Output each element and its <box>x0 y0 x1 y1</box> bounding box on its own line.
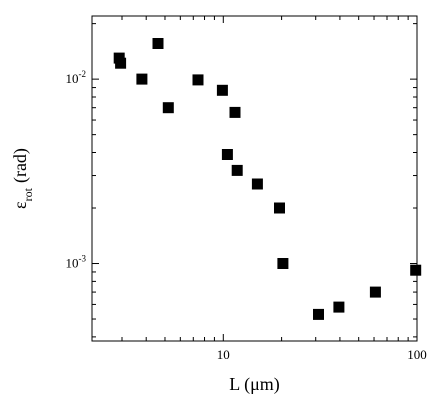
data-point <box>115 57 127 69</box>
data-point <box>369 286 381 298</box>
data-point <box>192 74 204 86</box>
data-point <box>277 258 289 269</box>
data-point <box>333 301 345 313</box>
x-tick-label: 100 <box>407 347 427 362</box>
data-point <box>251 178 263 190</box>
y-axis-title: εrot (rad) <box>10 148 35 209</box>
data-point <box>216 84 228 96</box>
plot-frame <box>91 15 418 342</box>
data-point <box>152 38 164 49</box>
data-point <box>231 164 243 176</box>
data-point <box>162 102 174 114</box>
data-point <box>229 106 241 118</box>
data-points <box>113 38 422 320</box>
data-point <box>274 202 285 214</box>
y-tick-label: 10-3 <box>66 254 87 271</box>
data-point <box>136 73 148 85</box>
x-axis-title: L (μm) <box>229 374 279 395</box>
data-point <box>313 308 324 320</box>
y-axis-ticks: 10-2 10-3 <box>66 23 417 338</box>
x-tick-label: 10 <box>217 347 230 362</box>
data-point <box>221 149 233 160</box>
y-axis-title-symbol: ε <box>10 201 30 209</box>
y-axis-title-subscript: rot <box>21 187 35 201</box>
data-point <box>410 264 422 276</box>
x-axis-ticks: 10 100 <box>121 16 427 362</box>
y-tick-label: 10-2 <box>66 69 87 86</box>
y-axis-title-unit: (rad) <box>10 148 31 183</box>
